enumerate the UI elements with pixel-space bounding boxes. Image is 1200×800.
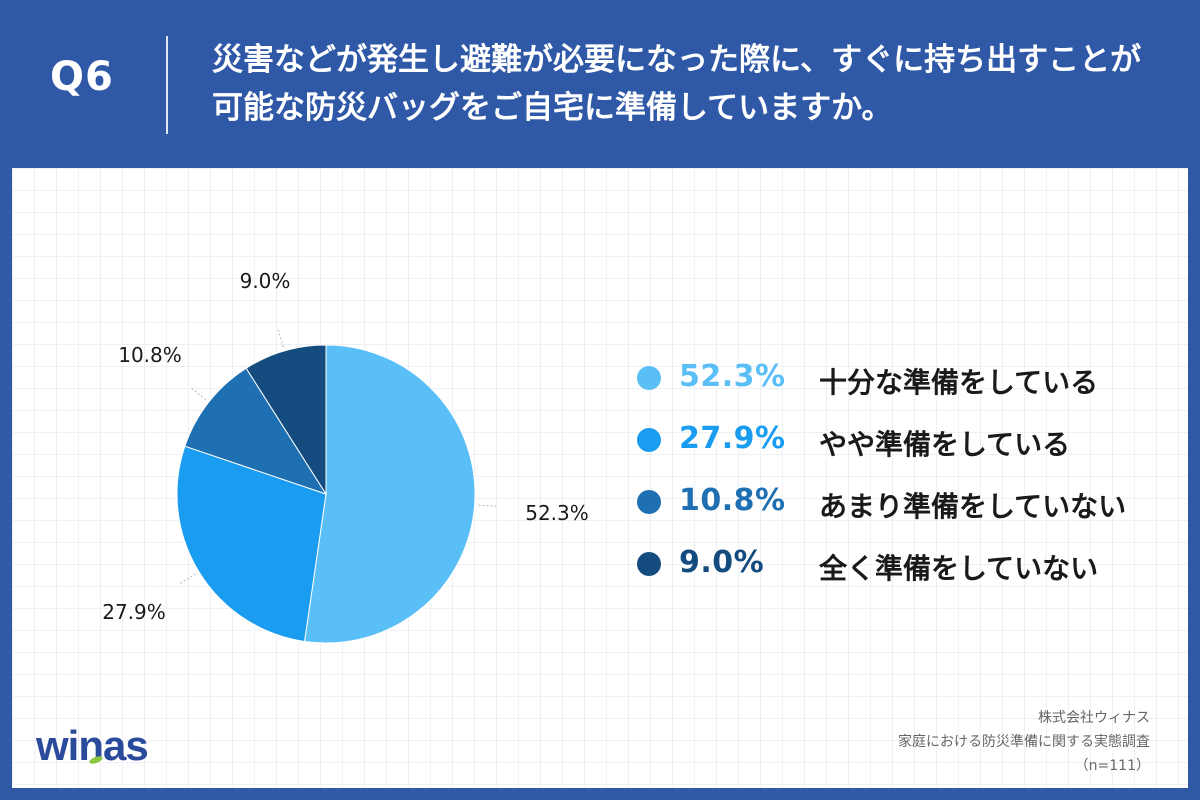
winas-logo: winas [36, 724, 149, 768]
pie-slice [176, 445, 327, 643]
legend-percent: 9.0% [679, 545, 765, 580]
legend-label: 全く準備をしていない [819, 552, 1099, 585]
header-divider [166, 36, 168, 134]
slice-value-label: 27.9% [102, 600, 166, 624]
legend-label: あまり準備をしていない [819, 490, 1127, 523]
slice-value-label: 52.3% [525, 501, 589, 525]
legend-percent: 52.3% [679, 359, 786, 394]
slice-value-label: 10.8% [118, 343, 182, 367]
legend-dot [637, 552, 661, 576]
pie-slice [245, 344, 327, 496]
source-note: 株式会社ウィナス 家庭における防災準備に関する実態調査 （n=111） [820, 706, 1150, 778]
legend-label: 十分な準備をしている [819, 366, 1099, 399]
slice-value-label: 9.0% [240, 269, 291, 293]
chart-panel: 52.3% 27.9% 10.8% 9.0% 52.3% 十分な準備をしている 27.… [12, 168, 1188, 788]
pie-slice [303, 344, 476, 644]
leader-line [191, 387, 207, 400]
pie-chart: 52.3% 27.9% 10.8% 9.0% [102, 269, 589, 644]
legend-item: 27.9% やや準備をしている [637, 420, 1177, 461]
legend-item: 52.3% 十分な準備をしている [637, 358, 1177, 399]
survey-name: 家庭における防災準備に関する実態調査 [898, 734, 1150, 750]
pie-slice [184, 367, 328, 495]
question-text: 災害などが発生し避難が必要になった際に、すぐに持ち出すことが可能な防災バッグをご… [212, 42, 1142, 126]
leader-line [277, 329, 284, 348]
question-header: Q6 災害などが発生し避難が必要になった際に、すぐに持ち出すことが可能な防災バッ… [0, 0, 1200, 168]
legend-dot [637, 490, 661, 514]
legend-dot [637, 428, 661, 452]
sample-size: （n=111） [1074, 758, 1150, 774]
leader-line [179, 573, 196, 584]
leader-line [478, 504, 497, 507]
company-name: 株式会社ウィナス [1038, 710, 1150, 726]
legend-label: やや準備をしている [819, 428, 1071, 461]
legend-dot [637, 366, 661, 390]
legend-percent: 10.8% [679, 483, 786, 518]
legend-item: 10.8% あまり準備をしていない [637, 482, 1177, 523]
legend-percent: 27.9% [679, 421, 786, 456]
question-number: Q6 [50, 54, 114, 100]
legend-item: 9.0% 全く準備をしていない [637, 544, 1177, 585]
